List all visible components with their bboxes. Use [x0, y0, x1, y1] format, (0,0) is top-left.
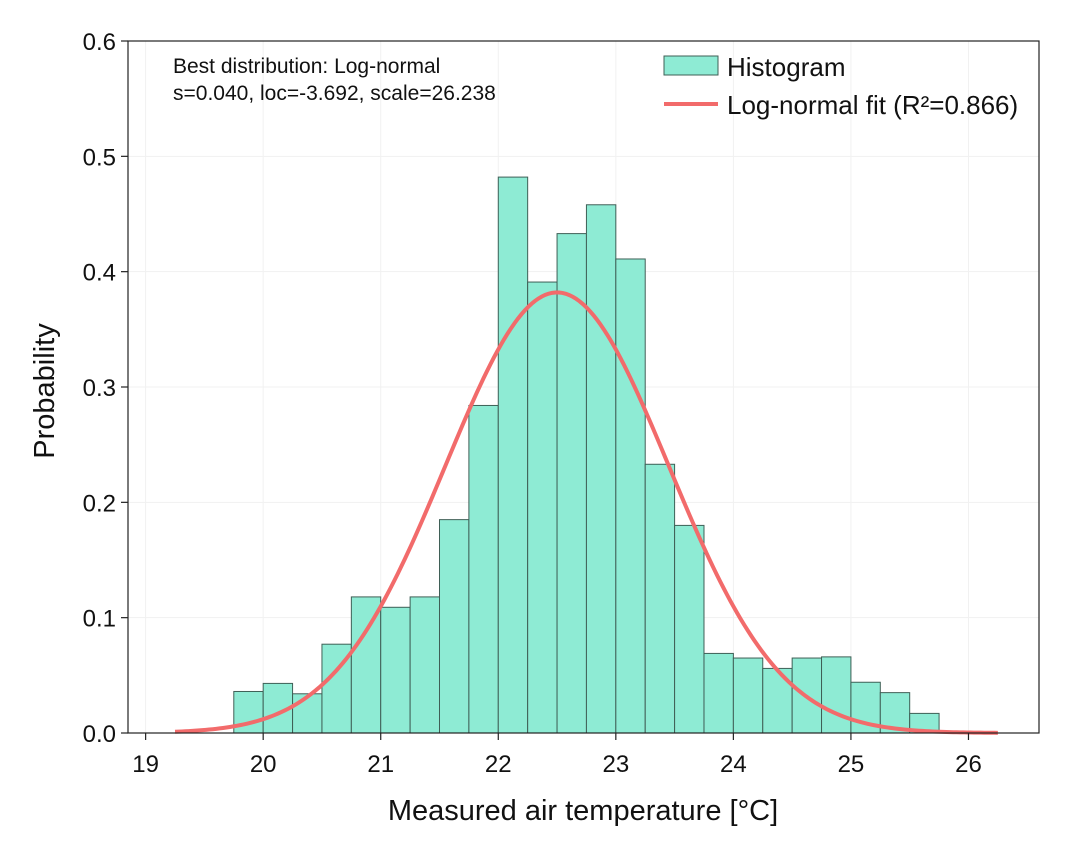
histogram-bar	[468, 404, 499, 734]
x-axis-title: Measured air temperature [°C]	[388, 795, 778, 827]
legend-histogram-swatch	[663, 55, 719, 76]
x-tick-label: 20	[250, 751, 277, 778]
histogram-bar	[615, 258, 646, 734]
x-tick-label: 26	[955, 751, 982, 778]
y-tick-label: 0.6	[83, 29, 116, 56]
y-tick-label: 0.3	[83, 375, 116, 402]
x-axis: 19 20 21 22 23 24 25 26	[132, 733, 982, 778]
x-tick-label: 25	[838, 751, 865, 778]
histogram-bar	[497, 176, 529, 734]
annotation-line-2: s=0.040, loc=-3.692, scale=26.238	[173, 82, 496, 105]
histogram-bar	[409, 596, 441, 734]
x-tick-label: 21	[367, 751, 394, 778]
histogram-bar	[292, 693, 323, 734]
fit-curve	[174, 290, 998, 735]
legend-histogram-label: Histogram	[727, 52, 845, 82]
legend-fit-label: Log-normal fit (R²=0.866)	[727, 90, 1018, 120]
histogram-bar	[674, 524, 705, 734]
histogram-bar	[821, 656, 852, 734]
histogram-bar	[380, 606, 411, 734]
y-axis-title: Probability	[29, 323, 61, 459]
x-tick-label: 24	[720, 751, 747, 778]
histogram-bar	[439, 519, 470, 734]
histogram-bar	[527, 281, 558, 734]
histogram-bar	[350, 596, 382, 734]
x-tick-label: 19	[132, 751, 159, 778]
y-tick-label: 0.4	[83, 260, 116, 287]
y-tick-label: 0.1	[83, 606, 116, 633]
x-tick-label: 22	[485, 751, 512, 778]
x-tick-label: 23	[602, 751, 629, 778]
y-tick-label: 0.2	[83, 490, 116, 517]
annotation-line-1: Best distribution: Log-normal	[173, 55, 440, 78]
y-axis: 0.0 0.1 0.2 0.3 0.4 0.5 0.6	[83, 29, 128, 748]
histogram-bar	[585, 204, 617, 734]
histogram-bars	[233, 176, 940, 734]
histogram-bar	[703, 652, 734, 734]
histogram-bar	[732, 657, 764, 734]
histogram-bar	[556, 233, 587, 734]
legend: Histogram Log-normal fit (R²=0.866)	[663, 52, 1018, 120]
y-tick-label: 0.0	[83, 721, 116, 748]
histogram-bar	[644, 463, 676, 734]
y-tick-label: 0.5	[83, 144, 116, 171]
